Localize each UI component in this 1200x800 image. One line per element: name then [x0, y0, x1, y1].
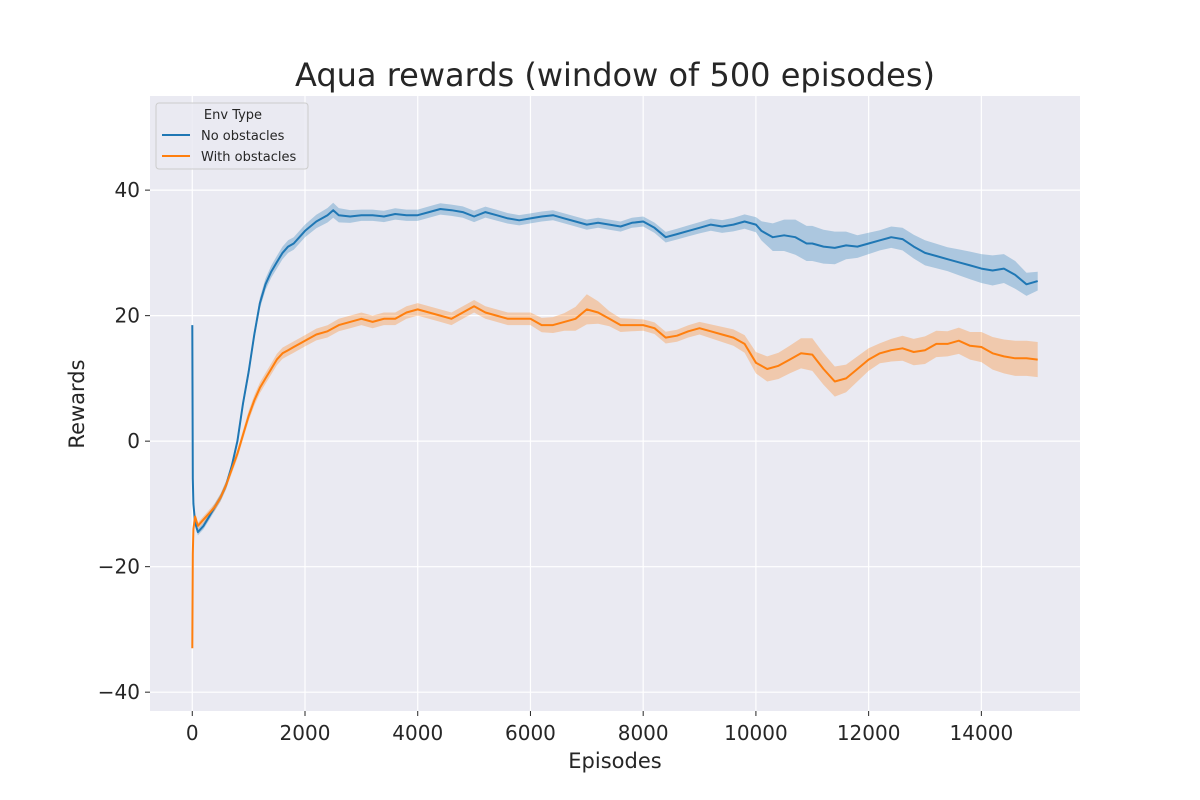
x-tick-label: 0 [186, 721, 199, 745]
series-line-no-obstacles [191, 208, 1038, 534]
y-tick-label: −20 [98, 555, 140, 579]
legend: Env Type No obstacles With obstacles [155, 102, 309, 170]
x-axis-label: Episodes [568, 749, 661, 773]
legend-box [155, 102, 309, 170]
grid [150, 96, 1080, 711]
y-tick-label: 0 [127, 429, 140, 453]
y-axis-label: Rewards [65, 359, 89, 448]
legend-title: Env Type [204, 108, 262, 123]
legend-label-with-obstacles: With obstacles [201, 150, 296, 165]
band-with-obstacles [192, 294, 1038, 652]
y-tick-label: 20 [115, 304, 140, 328]
y-tick-labels: −40 −20 0 20 40 [98, 178, 150, 704]
x-tick-label: 8000 [618, 721, 669, 745]
series-line-with-obstacles [191, 305, 1038, 649]
y-tick-label: −40 [98, 680, 140, 704]
chart-title: Aqua rewards (window of 500 episodes) [295, 56, 935, 94]
x-tick-label: 12000 [837, 721, 901, 745]
y-tick-label: 40 [115, 178, 140, 202]
x-tick-label: 6000 [505, 721, 556, 745]
plot-area [150, 96, 1080, 711]
legend-label-no-obstacles: No obstacles [201, 129, 285, 144]
confidence-bands [192, 202, 1038, 652]
x-tick-label: 4000 [392, 721, 443, 745]
series-lines [191, 208, 1038, 649]
x-tick-label: 14000 [950, 721, 1014, 745]
x-tick-label: 10000 [724, 721, 788, 745]
x-tick-labels: 0 2000 4000 6000 8000 10000 12000 14000 [186, 711, 1013, 745]
x-tick-label: 2000 [280, 721, 331, 745]
